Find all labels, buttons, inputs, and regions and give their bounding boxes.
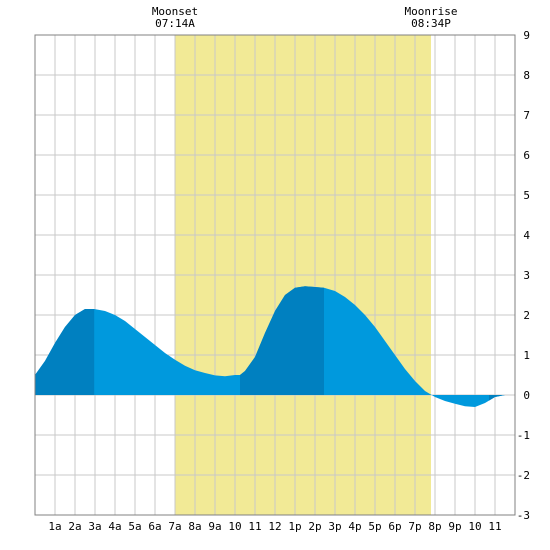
y-tick-label: 6 bbox=[523, 149, 530, 162]
x-tick-label: 6a bbox=[148, 520, 161, 533]
x-tick-label: 10 bbox=[468, 520, 481, 533]
y-tick-label: 4 bbox=[523, 229, 530, 242]
x-tick-label: 12 bbox=[268, 520, 281, 533]
y-tick-label: -1 bbox=[517, 429, 530, 442]
x-tick-label: 11 bbox=[248, 520, 261, 533]
x-tick-label: 10 bbox=[228, 520, 241, 533]
moonrise-time: 08:34P bbox=[411, 17, 451, 30]
axis-layer: 1a 2a 3a 4a 5a 6a 7a 8a 9a 10 11 12 1p 2p 3p 4p 5p 6p 7p 8p… bbox=[34, 29, 530, 533]
y-tick-label: 0 bbox=[523, 389, 530, 402]
moonset-time: 07:14A bbox=[155, 17, 195, 30]
x-tick-label: 4a bbox=[108, 520, 121, 533]
x-tick-label: 1a bbox=[48, 520, 61, 533]
moonset-label: Moonset bbox=[152, 5, 198, 18]
x-tick-label: 11 bbox=[488, 520, 501, 533]
y-tick-label: 9 bbox=[523, 29, 530, 42]
y-tick-label: 2 bbox=[523, 309, 530, 322]
x-tick-label: 3p bbox=[328, 520, 341, 533]
x-tick-label: 5a bbox=[128, 520, 141, 533]
y-tick-label: 3 bbox=[523, 269, 530, 282]
plot-border bbox=[34, 34, 516, 516]
x-tick-label: 7a bbox=[168, 520, 181, 533]
y-tick-label: 1 bbox=[523, 349, 530, 362]
x-tick-label: 2p bbox=[308, 520, 321, 533]
grid-layer bbox=[35, 35, 515, 515]
x-tick-label: 1p bbox=[288, 520, 301, 533]
x-tick-label: 8a bbox=[188, 520, 201, 533]
x-tick-label: 6p bbox=[388, 520, 401, 533]
x-tick-label: 8p bbox=[428, 520, 441, 533]
x-tick-label: 5p bbox=[368, 520, 381, 533]
y-tick-label: 5 bbox=[523, 189, 530, 202]
y-tick-label: -2 bbox=[517, 469, 530, 482]
y-tick-label: -3 bbox=[517, 509, 530, 522]
x-tick-label: 9a bbox=[208, 520, 221, 533]
x-tick-label: 3a bbox=[88, 520, 101, 533]
x-tick-label: 9p bbox=[448, 520, 461, 533]
x-tick-label: 4p bbox=[348, 520, 361, 533]
x-tick-label: 2a bbox=[68, 520, 81, 533]
y-tick-label: 8 bbox=[523, 69, 530, 82]
x-tick-label: 7p bbox=[408, 520, 421, 533]
y-tick-label: 7 bbox=[523, 109, 530, 122]
moonrise-label: Moonrise bbox=[405, 5, 458, 18]
